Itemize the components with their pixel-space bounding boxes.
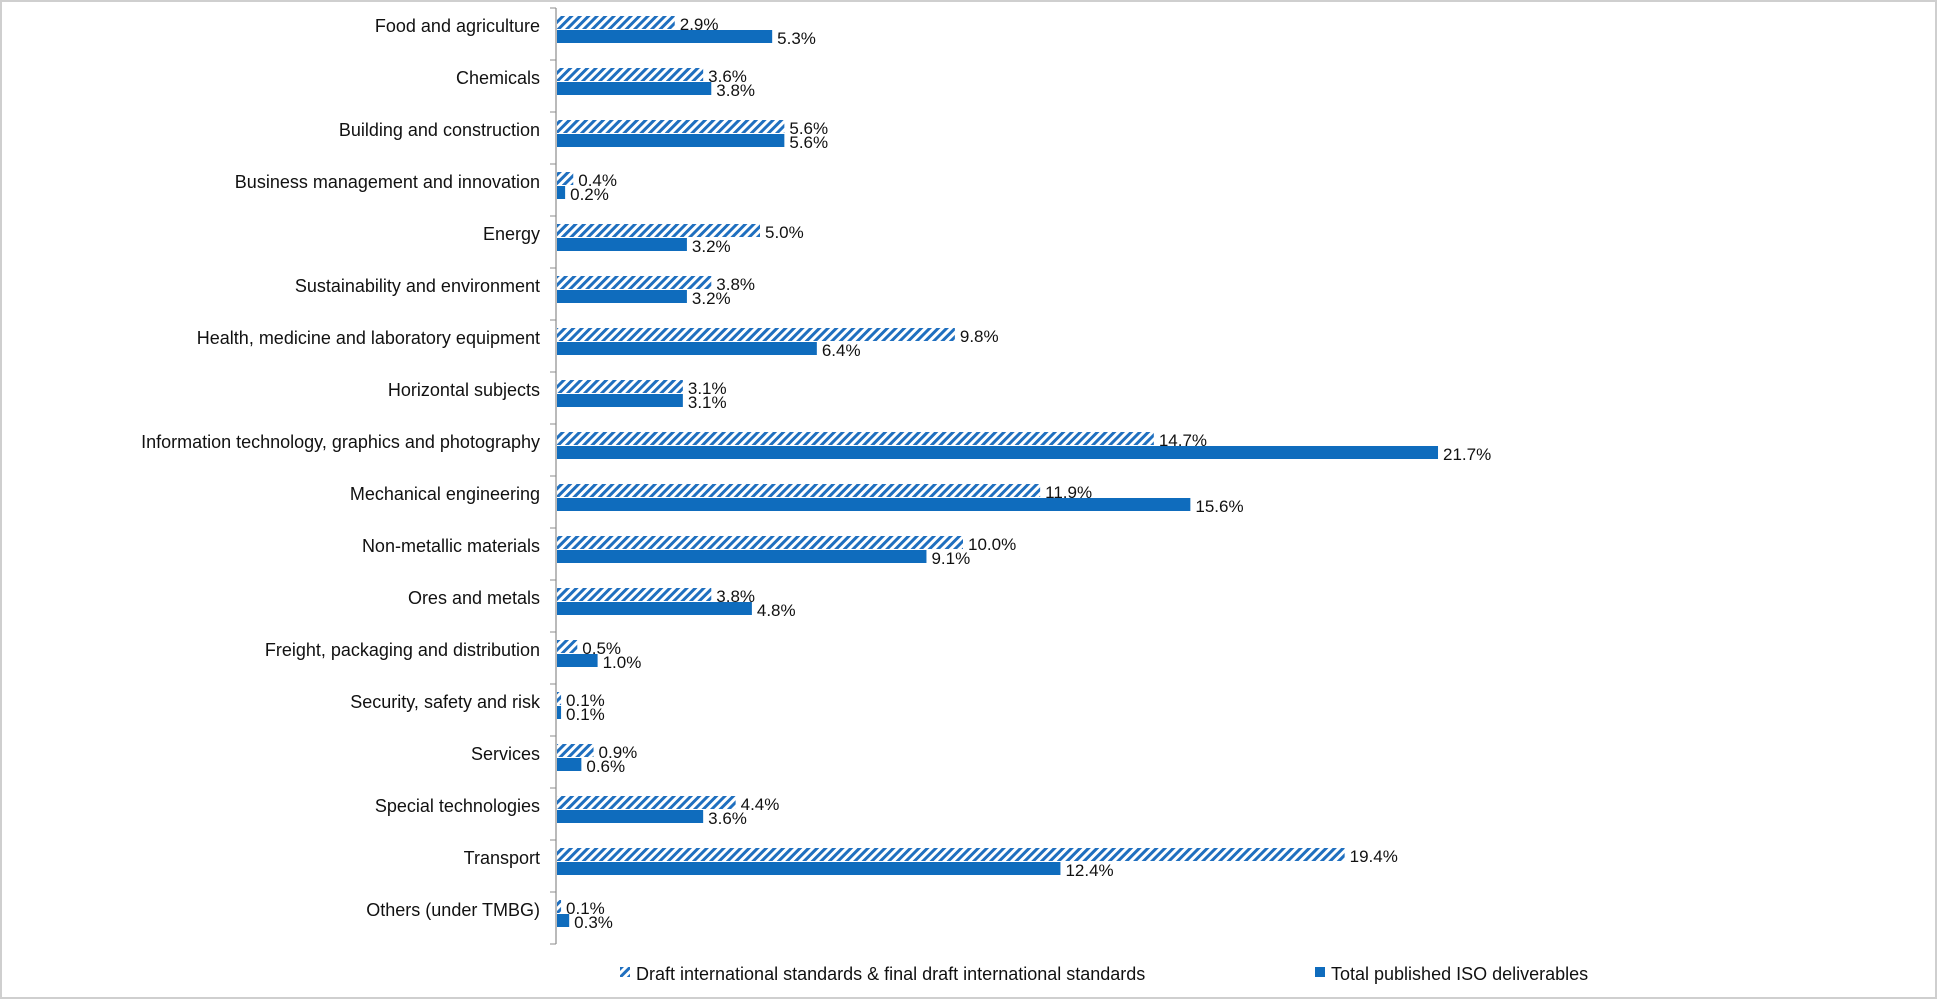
draft-standards-bar [557,172,574,185]
published-deliverables-data-label: 3.1% [688,393,727,412]
draft-standards-bar [557,900,562,913]
draft-standards-bar [557,380,683,393]
published-deliverables-bar [557,342,817,355]
category-label: Chemicals [456,68,540,88]
draft-standards-bar [557,16,675,29]
published-deliverables-bar [557,82,712,95]
category-label: Food and agriculture [375,16,540,36]
category-label: Health, medicine and laboratory equipmen… [197,328,540,348]
published-deliverables-bar [557,810,704,823]
published-deliverables-data-label: 3.6% [708,809,747,828]
draft-standards-bar [557,640,578,653]
published-deliverables-data-label: 1.0% [603,653,642,672]
published-deliverables-bar [557,602,752,615]
category-label: Non-metallic materials [362,536,540,556]
draft-standards-bar [557,848,1345,861]
published-deliverables-data-label: 0.2% [570,185,609,204]
draft-standards-data-label: 0.5% [582,639,621,658]
category-label: Business management and innovation [235,172,540,192]
published-deliverables-data-label: 3.2% [692,289,731,308]
category-label: Information technology, graphics and pho… [141,432,540,452]
draft-standards-data-label: 4.4% [741,795,780,814]
published-deliverables-data-label: 3.8% [716,81,755,100]
draft-standards-data-label: 14.7% [1159,431,1207,450]
published-deliverables-bar [557,394,683,407]
category-label: Services [471,744,540,764]
published-deliverables-data-label: 9.1% [931,549,970,568]
draft-standards-data-label: 0.1% [566,691,605,710]
draft-standards-data-label: 3.8% [716,587,755,606]
draft-standards-bar [557,120,785,133]
published-deliverables-bar [557,134,785,147]
published-deliverables-bar [557,654,598,667]
draft-standards-bar [557,692,562,705]
legend-swatch-draft-standards [620,967,630,977]
published-deliverables-data-label: 6.4% [822,341,861,360]
draft-standards-data-label: 9.8% [960,327,999,346]
draft-standards-data-label: 0.4% [578,171,617,190]
draft-standards-bar [557,484,1041,497]
draft-standards-bar [557,328,955,341]
published-deliverables-bar [557,862,1061,875]
chart-legend: Draft international standards & final dr… [620,964,1588,984]
published-deliverables-bar [557,914,570,927]
published-deliverables-bar [557,30,773,43]
published-deliverables-bar [557,758,582,771]
published-deliverables-data-label: 12.4% [1065,861,1113,880]
legend-label-published-deliverables: Total published ISO deliverables [1331,964,1588,984]
category-label: Building and construction [339,120,540,140]
draft-standards-data-label: 3.8% [716,275,755,294]
published-deliverables-data-label: 5.6% [789,133,828,152]
published-deliverables-data-label: 15.6% [1195,497,1243,516]
category-label: Ores and metals [408,588,540,608]
published-deliverables-data-label: 21.7% [1443,445,1491,464]
draft-standards-bar [557,432,1154,445]
category-label: Horizontal subjects [388,380,540,400]
draft-standards-bar [557,744,594,757]
category-label: Others (under TMBG) [366,900,540,920]
published-deliverables-data-label: 4.8% [757,601,796,620]
draft-standards-bar [557,224,760,237]
published-deliverables-data-label: 0.1% [566,705,605,724]
published-deliverables-bar [557,550,927,563]
draft-standards-data-label: 5.6% [789,119,828,138]
draft-standards-data-label: 2.9% [680,15,719,34]
legend-label-draft-standards: Draft international standards & final dr… [636,964,1145,984]
category-label: Freight, packaging and distribution [265,640,540,660]
draft-standards-data-label: 5.0% [765,223,804,242]
published-deliverables-data-label: 5.3% [777,29,816,48]
published-deliverables-data-label: 3.2% [692,237,731,256]
draft-standards-data-label: 0.1% [566,899,605,918]
category-label: Security, safety and risk [350,692,541,712]
draft-standards-data-label: 11.9% [1045,483,1092,502]
draft-standards-bar [557,588,712,601]
draft-standards-bar [557,276,712,289]
published-deliverables-bar [557,498,1191,511]
draft-standards-data-label: 0.9% [599,743,638,762]
draft-standards-data-label: 10.0% [968,535,1016,554]
draft-standards-data-label: 3.6% [708,67,747,86]
published-deliverables-bar [557,238,687,251]
published-deliverables-data-label: 0.6% [586,757,625,776]
legend-swatch-published-deliverables [1315,967,1325,977]
category-label: Mechanical engineering [350,484,540,504]
published-deliverables-data-label: 0.3% [574,913,613,932]
draft-standards-data-label: 3.1% [688,379,727,398]
draft-standards-data-label: 19.4% [1350,847,1398,866]
category-label: Transport [464,848,540,868]
published-deliverables-bar [557,290,687,303]
plot-area: Food and agriculture 2.9% 5.3% Chemicals 3.6… [141,7,1491,945]
category-label: Sustainability and environment [295,276,540,296]
category-label: Special technologies [375,796,540,816]
category-label: Energy [483,224,540,244]
published-deliverables-bar [557,186,566,199]
published-deliverables-bar [557,446,1439,459]
draft-standards-bar [557,68,704,81]
draft-standards-bar [557,536,963,549]
published-deliverables-bar [557,706,562,719]
draft-standards-bar [557,796,736,809]
